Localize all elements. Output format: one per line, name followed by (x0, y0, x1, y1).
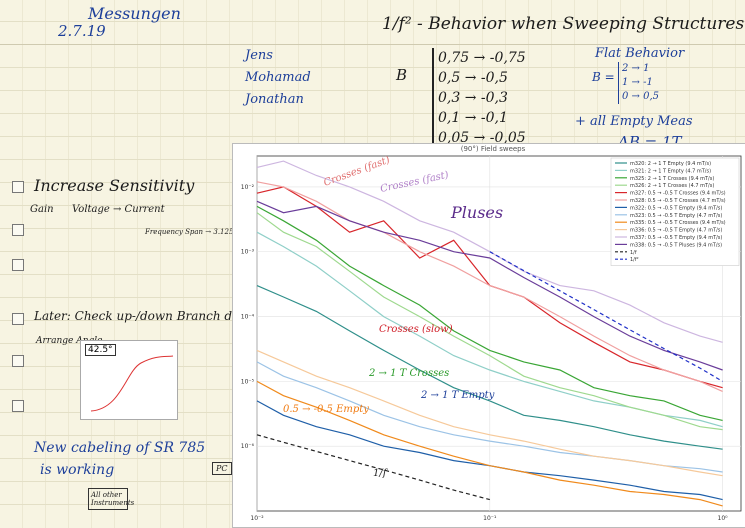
legend: m320: 2 → 1 T Empty (9.4 mT/s)m321: 2 → … (610, 157, 740, 266)
diagram-instruments: All other Instruments (88, 488, 134, 510)
inset-angle: 42.5° (85, 344, 116, 356)
series-line (256, 380, 723, 507)
todo-text: New cabeling of SR 785 (34, 440, 206, 456)
legend-label: m322: 0.5 → -0.5 T Empty (9.4 mT/s) (630, 205, 722, 211)
flat-range: 0 → 0,5 (622, 91, 660, 102)
annotation: 1/f (373, 468, 389, 479)
range: 0,05 → -0,05 (438, 130, 526, 146)
series-line (256, 212, 723, 431)
flat-title: Flat Behavior (595, 46, 685, 61)
series-line (256, 200, 723, 371)
header-title: Messungen (88, 4, 181, 23)
checkbox[interactable] (12, 259, 24, 271)
legend-label: m320: 2 → 1 T Empty (9.4 mT/s) (630, 161, 711, 167)
y-tick-label: 10⁻² (241, 184, 255, 191)
legend-label: m328: 0.5 → -0.5 T Crosses (4.7 mT/s) (630, 198, 726, 204)
legend-label: m321: 2 → 1 T Empty (4.7 mT/s) (630, 168, 711, 174)
legend-label: m336: 0.5 → -0.5 T Empty (4.7 mT/s) (630, 228, 722, 234)
annotation: Crosses (slow) (379, 324, 453, 335)
header-date: 2.7.19 (58, 22, 106, 40)
checkbox[interactable] (12, 355, 24, 367)
x-tick-label: 10⁻¹ (483, 515, 497, 522)
checkbox[interactable] (12, 400, 24, 412)
legend-label: m327: 0.5 → -0.5 T Crosses (9.4 mT/s) (630, 191, 726, 197)
range-list: 0,75 → -0,75 0,5 → -0,5 0,3 → -0,3 0,1 →… (432, 48, 526, 148)
legend-label: 1/f² (630, 257, 639, 263)
y-tick-label: 10⁻⁵ (241, 378, 255, 385)
legend-label: m325: 2 → 1 T Crosses (9.4 mT/s) (630, 176, 714, 182)
flat-list: 2 → 1 1 → -1 0 → 0,5 (618, 62, 659, 104)
x-tick-label: 10⁰ (718, 515, 729, 522)
header-band (0, 0, 745, 45)
chart: (90°) Field sweeps 10⁻² 10⁻³ 10⁻⁴ 10⁻⁵ 10⁻⁶ 1… (232, 143, 745, 528)
inset-plot: 42.5° (80, 340, 178, 420)
field-label: B (396, 66, 408, 84)
participant: Mohamad (245, 70, 311, 85)
y-tick-label: 10⁻³ (241, 249, 255, 256)
range: 0,3 → -0,3 (438, 90, 508, 106)
range: 0,1 → -0,1 (438, 110, 508, 126)
series-line (489, 251, 723, 382)
series-line (256, 181, 723, 392)
participant: Jonathan (245, 92, 304, 107)
y-tick-label: 10⁻⁴ (241, 314, 255, 321)
legend-label: 1/f (630, 250, 637, 256)
sweep-title: 1/f² - Behavior when Sweeping Structures (382, 14, 745, 34)
series-line (256, 434, 490, 501)
series-line (256, 349, 723, 477)
checkbox[interactable] (12, 181, 24, 193)
range: 0,5 → -0,5 (438, 70, 508, 86)
legend-label: m335: 0.5 → -0.5 T Crosses (9.4 mT/s) (630, 220, 726, 226)
inset-curve (90, 355, 174, 412)
participant: Jens (245, 48, 273, 63)
diagram-pc: PC (212, 462, 232, 475)
chart-title: (90°) Field sweeps (461, 145, 526, 153)
y-tick-label: 10⁻⁶ (241, 443, 255, 450)
annotation: 0.5 → -0.5 Empty (283, 404, 369, 415)
todo-text: is working (40, 462, 115, 478)
annotation: Crosses (fast) (379, 170, 449, 195)
legend-label: m337: 0.5 → -0.5 T Empty (9.4 mT/s) (630, 235, 722, 241)
flat-range: 1 → -1 (622, 77, 653, 88)
empty-note: + all Empty Meas (575, 114, 693, 129)
annotation: 2 → 1 T Empty (420, 390, 495, 401)
range: 0,75 → -0,75 (438, 50, 526, 66)
legend-box (610, 157, 740, 266)
legend-label: m326: 2 → 1 T Crosses (4.7 mT/s) (630, 183, 714, 189)
todo-text: Gain (30, 204, 54, 215)
todo-text: Increase Sensitivity (34, 176, 195, 195)
todo-text: Frequency Span → 3.125 Hz (145, 228, 246, 236)
todo-text: Voltage → Current (72, 204, 165, 215)
legend-label: m338: 0.5 → -0.5 T Pluses (9.4 mT/s) (630, 242, 722, 248)
legend-label: m323: 0.5 → -0.5 T Empty (4.7 mT/s) (630, 213, 722, 219)
series-line (256, 205, 723, 421)
todo-text: Later: Check up-/down Branch diff (34, 309, 245, 323)
annotation: Pluses (450, 203, 503, 222)
annotation: 2 → 1 T Crosses (368, 368, 449, 379)
checkbox[interactable] (12, 313, 24, 325)
flat-label: B = (592, 70, 615, 84)
inset-line (90, 355, 174, 412)
x-tick-label: 10⁻² (250, 515, 264, 522)
flat-range: 2 → 1 (622, 63, 650, 74)
checkbox[interactable] (12, 224, 24, 236)
todo-text: Arrange Angle (36, 336, 103, 346)
series-line (256, 285, 723, 450)
